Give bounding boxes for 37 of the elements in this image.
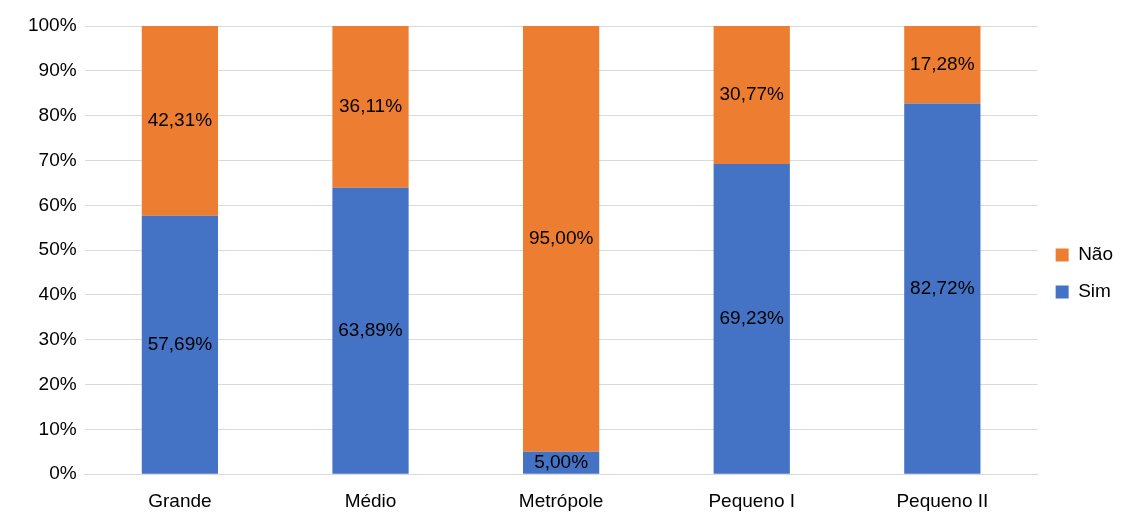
y-tick-label: 70%: [38, 148, 77, 170]
data-label: 5,00%: [534, 450, 589, 472]
x-tick-label: Grande: [148, 489, 212, 511]
data-label: 17,28%: [910, 52, 975, 74]
bar: [904, 103, 981, 474]
bar: [332, 26, 409, 188]
legend-label: Não: [1078, 243, 1113, 265]
y-tick-label: 60%: [38, 193, 77, 215]
legend-label: Sim: [1078, 280, 1111, 302]
y-tick-label: 80%: [38, 103, 77, 125]
x-tick-label: Pequeno II: [896, 489, 989, 511]
data-label: 63,89%: [338, 319, 403, 341]
y-tick-label: 100%: [27, 14, 77, 36]
data-label: 95,00%: [528, 227, 594, 249]
bar: [523, 26, 600, 452]
y-tick-label: 50%: [38, 238, 77, 260]
bar: [713, 163, 790, 474]
y-tick-label: 30%: [38, 327, 77, 349]
y-tick-label: 90%: [38, 59, 77, 81]
data-label: 42,31%: [147, 109, 213, 131]
data-label: 82,72%: [910, 276, 975, 298]
data-label: 36,11%: [338, 95, 403, 117]
bar: [141, 215, 219, 474]
y-tick-label: 20%: [38, 372, 77, 394]
bar: [141, 26, 219, 216]
data-label: 30,77%: [719, 83, 785, 105]
y-tick-label: 40%: [38, 283, 77, 305]
x-tick-label: Médio: [344, 489, 397, 511]
y-tick-label: 0%: [49, 462, 77, 484]
bar: [904, 26, 981, 104]
bar: [332, 187, 409, 474]
y-tick-label: 10%: [38, 417, 77, 439]
data-label: 57,69%: [147, 332, 213, 354]
data-label: 69,23%: [719, 307, 785, 329]
x-tick-label: Pequeno I: [708, 489, 796, 511]
bar: [713, 26, 790, 164]
x-tick-label: Metrópole: [518, 489, 604, 511]
